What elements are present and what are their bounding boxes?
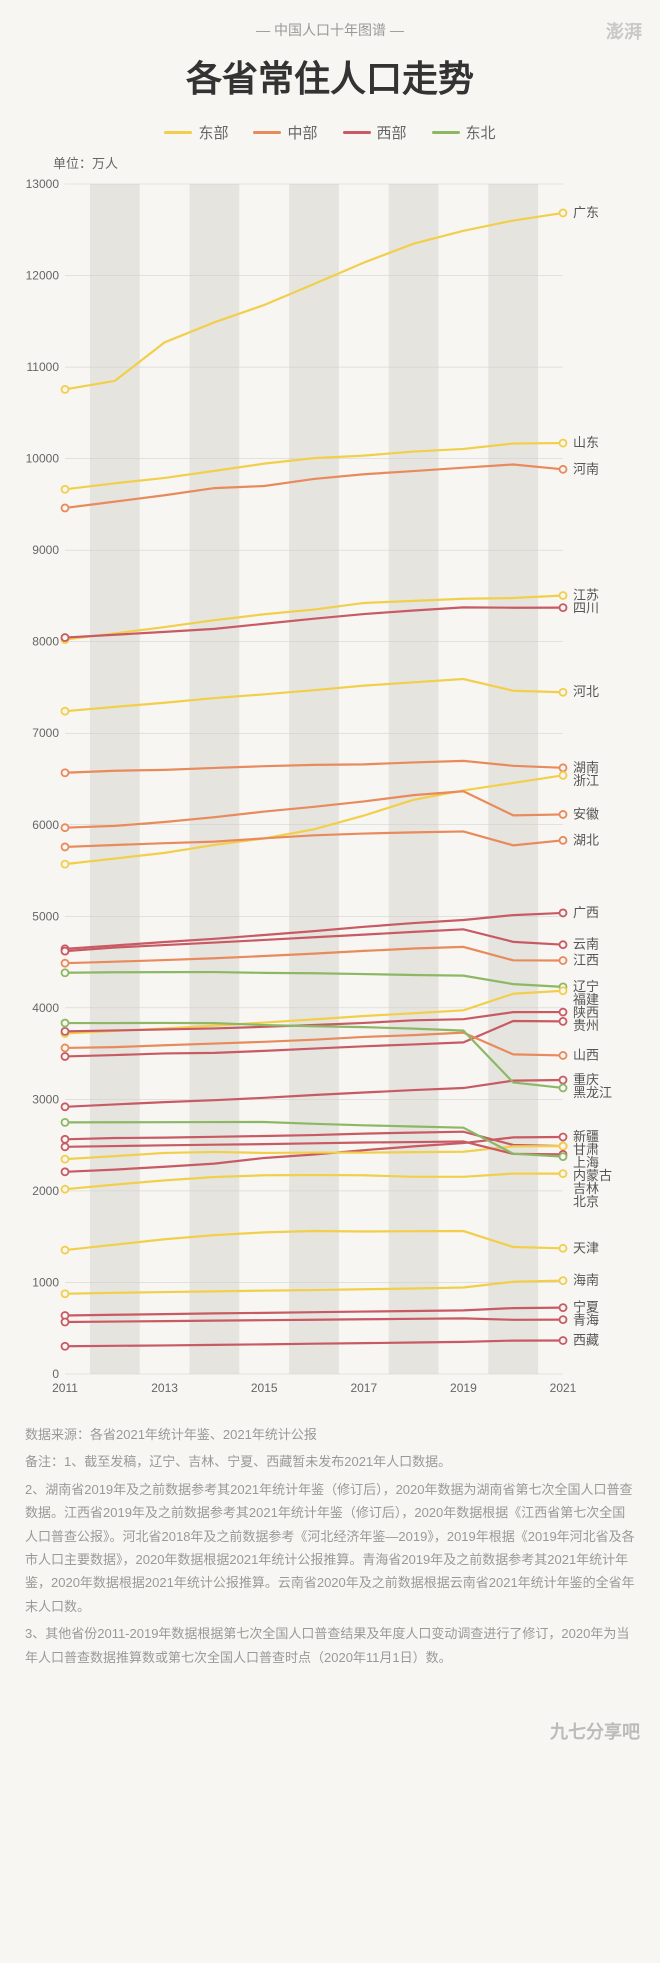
watermark: 澎湃 [606, 18, 642, 44]
svg-text:山东: 山东 [573, 435, 599, 450]
line-chart: 0 1000 2000 3000 4000 5000 6000 7000 8000 9000 100… [15, 174, 645, 1404]
blog-watermark: 九七分享吧 [0, 1708, 660, 1754]
chart-title: 各省常住人口走势 [15, 50, 645, 102]
svg-text:12000: 12000 [26, 269, 60, 283]
legend-swatch [164, 131, 192, 134]
svg-text:河北: 河北 [573, 684, 599, 699]
footnote-item: 备注：1、截至发稿，辽宁、吉林、宁夏、西藏暂未发布2021年人口数据。 [25, 1450, 635, 1473]
svg-text:2019: 2019 [450, 1381, 477, 1395]
svg-text:3000: 3000 [32, 1092, 59, 1106]
legend-item: 东部 [164, 122, 228, 143]
svg-text:山西: 山西 [573, 1047, 599, 1062]
legend-swatch [343, 131, 371, 134]
svg-text:黑龙江: 黑龙江 [573, 1085, 612, 1100]
svg-text:9000: 9000 [32, 543, 59, 557]
svg-text:青海: 青海 [573, 1313, 599, 1328]
svg-text:北京: 北京 [573, 1194, 599, 1209]
svg-text:2011: 2011 [52, 1381, 78, 1395]
legend-label: 中部 [287, 122, 317, 143]
svg-text:8000: 8000 [32, 635, 59, 649]
svg-text:西藏: 西藏 [573, 1332, 599, 1347]
svg-text:海南: 海南 [573, 1273, 599, 1288]
svg-text:四川: 四川 [573, 600, 599, 615]
svg-text:13000: 13000 [26, 177, 60, 191]
svg-text:浙江: 浙江 [573, 773, 599, 788]
svg-text:6000: 6000 [32, 818, 59, 832]
svg-text:2000: 2000 [32, 1184, 59, 1198]
svg-text:河南: 河南 [573, 461, 599, 476]
svg-text:云南: 云南 [573, 937, 599, 952]
legend-item: 西部 [343, 122, 407, 143]
svg-text:贵州: 贵州 [573, 1018, 599, 1033]
legend-swatch [253, 131, 281, 134]
svg-text:0: 0 [52, 1367, 59, 1381]
svg-text:2017: 2017 [350, 1381, 377, 1395]
legend-swatch [432, 131, 460, 134]
footnotes: 数据来源：各省2021年统计年鉴、2021年统计公报 备注：1、截至发稿，辽宁、… [15, 1404, 645, 1688]
legend-label: 东北 [466, 122, 496, 143]
svg-text:7000: 7000 [32, 726, 59, 740]
svg-text:2021: 2021 [550, 1381, 577, 1395]
legend-item: 中部 [253, 122, 317, 143]
svg-text:5000: 5000 [32, 909, 59, 923]
header-subtitle: — 中国人口十年图谱 — [15, 20, 645, 40]
svg-text:天津: 天津 [573, 1240, 599, 1255]
data-source: 数据来源：各省2021年统计年鉴、2021年统计公报 [25, 1423, 635, 1446]
svg-text:广西: 广西 [573, 905, 599, 920]
legend-item: 东北 [432, 122, 496, 143]
svg-text:广东: 广东 [573, 205, 599, 220]
svg-text:2015: 2015 [251, 1381, 278, 1395]
svg-text:湖北: 湖北 [573, 832, 599, 847]
unit-label: 单位：万人 [53, 153, 645, 172]
legend-label: 东部 [198, 122, 228, 143]
svg-text:安徽: 安徽 [573, 806, 599, 821]
footnote-item: 2、湖南省2019年及之前数据参考其2021年统计年鉴（修订后），2020年数据… [25, 1478, 635, 1618]
svg-text:2013: 2013 [151, 1381, 178, 1395]
footnote-item: 3、其他省份2011-2019年数据根据第七次全国人口普查结果及年度人口变动调查… [25, 1622, 635, 1669]
legend-label: 西部 [377, 122, 407, 143]
svg-text:4000: 4000 [32, 1001, 59, 1015]
svg-text:1000: 1000 [32, 1275, 59, 1289]
legend: 东部 中部 西部 东北 [15, 122, 645, 143]
svg-text:江西: 江西 [573, 953, 599, 968]
svg-text:10000: 10000 [26, 452, 60, 466]
svg-text:11000: 11000 [27, 360, 60, 374]
